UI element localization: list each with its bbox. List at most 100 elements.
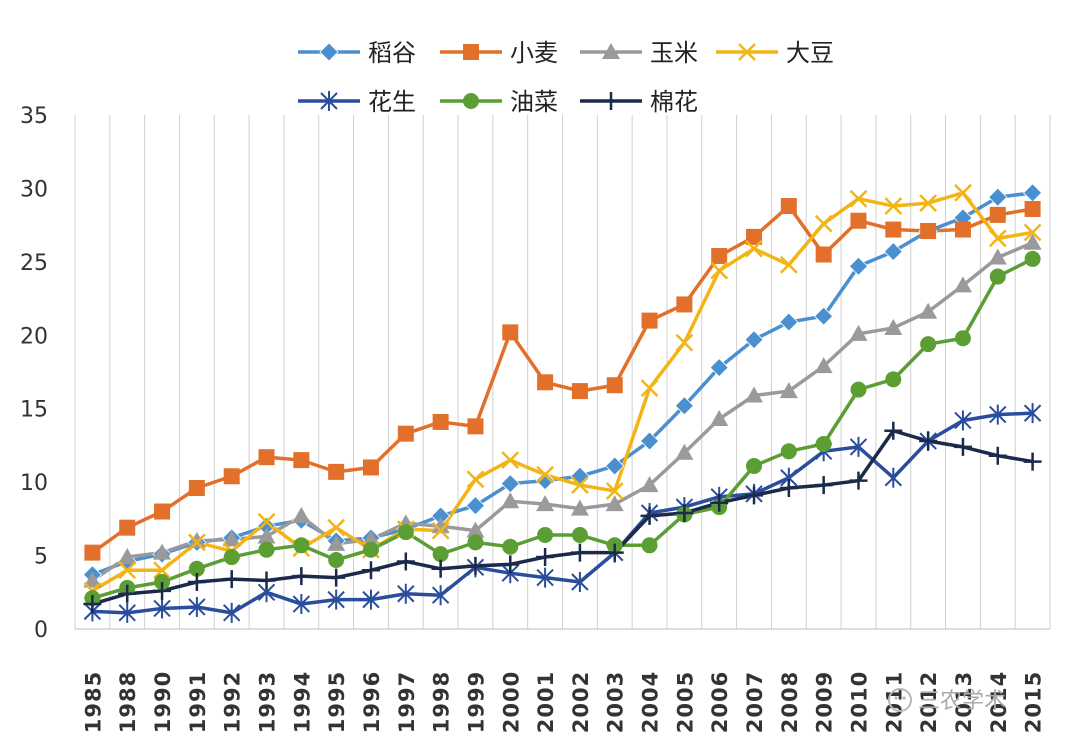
x-tick-label: 1997 <box>395 671 419 733</box>
data-point <box>154 503 171 520</box>
data-point <box>676 296 693 313</box>
data-point <box>187 531 206 548</box>
data-point <box>292 594 311 615</box>
x-tick-label: 1991 <box>186 671 210 733</box>
data-point <box>605 456 625 476</box>
data-point <box>327 589 345 610</box>
series-line-7 <box>91 428 1033 606</box>
x-tick-label: 2003 <box>604 671 628 733</box>
data-point <box>710 493 729 512</box>
data-point <box>674 396 694 416</box>
legend-marker <box>602 92 620 110</box>
data-point <box>988 446 1007 465</box>
y-tick-label: 10 <box>20 471 48 496</box>
data-point <box>396 552 415 571</box>
data-point <box>919 302 938 319</box>
data-point <box>292 567 311 586</box>
data-point <box>745 239 763 258</box>
data-point <box>362 589 380 610</box>
data-point <box>710 261 729 280</box>
data-point <box>118 548 137 565</box>
data-point <box>746 228 763 245</box>
data-point <box>780 198 797 215</box>
y-axis: 0 5 10 15 20 25 30 35 <box>20 104 48 643</box>
legend-label: 大豆 <box>786 39 834 67</box>
data-point <box>884 421 903 440</box>
data-point <box>954 330 971 347</box>
data-point <box>328 551 345 568</box>
y-tick-label: 30 <box>20 177 48 202</box>
data-point <box>397 583 415 604</box>
data-point <box>953 276 972 293</box>
data-point <box>431 559 450 578</box>
data-point <box>467 418 484 435</box>
data-point <box>641 312 658 329</box>
data-point <box>83 595 102 614</box>
data-point <box>954 221 971 238</box>
data-point <box>849 189 868 208</box>
data-point <box>258 541 275 558</box>
data-point <box>779 479 798 498</box>
data-point <box>118 602 136 623</box>
data-point <box>1023 223 1042 242</box>
data-point <box>570 499 589 516</box>
data-point <box>536 567 554 588</box>
x-tick-label: 1996 <box>360 671 384 733</box>
y-tick-label: 5 <box>34 545 48 570</box>
data-point <box>536 465 554 484</box>
data-point <box>397 425 414 442</box>
data-point <box>989 404 1007 425</box>
x-tick-label: 1993 <box>256 671 280 733</box>
x-tick-label: 1999 <box>464 671 488 733</box>
data-point <box>432 546 449 563</box>
data-point <box>849 324 868 341</box>
data-point <box>885 221 902 238</box>
data-point <box>746 457 763 474</box>
x-tick-label: 2006 <box>708 671 732 733</box>
data-point <box>639 431 660 451</box>
data-point <box>501 555 520 574</box>
data-point <box>920 223 937 240</box>
data-point <box>362 459 379 476</box>
x-tick-label: 2013 <box>952 671 976 733</box>
data-point <box>571 527 588 544</box>
data-point <box>849 436 868 457</box>
data-point <box>571 476 589 494</box>
data-point <box>432 413 449 430</box>
data-point <box>327 568 346 587</box>
legend-item: 大豆 <box>716 39 834 67</box>
data-point <box>884 467 903 488</box>
data-point <box>988 229 1007 248</box>
data-point <box>848 256 869 276</box>
legend-label: 棉花 <box>650 88 698 116</box>
series-line-5 <box>92 411 1033 615</box>
data-point <box>257 527 276 544</box>
wechat-icon-eye <box>894 696 898 700</box>
wechat-icon <box>888 688 912 712</box>
data-point <box>466 470 485 489</box>
data-point <box>780 443 797 460</box>
data-point <box>535 471 555 491</box>
legend-item: 油菜 <box>440 88 558 116</box>
legend-label: 小麦 <box>510 39 558 67</box>
data-point <box>327 518 346 537</box>
y-tick-label: 15 <box>20 398 48 423</box>
data-point <box>954 410 972 431</box>
data-point <box>920 336 937 353</box>
x-tick-label: 2007 <box>743 671 767 733</box>
data-point <box>605 495 624 512</box>
legend-item: 花生 <box>298 88 416 116</box>
x-tick-label: 2015 <box>1022 671 1046 733</box>
data-point <box>988 248 1007 265</box>
data-point <box>84 544 101 561</box>
data-point <box>884 318 903 335</box>
data-point <box>222 602 241 623</box>
legend-marker <box>320 91 338 111</box>
data-point <box>571 572 589 593</box>
data-point <box>640 506 659 525</box>
x-axis: 1985 1988 1990 1991 1992 1993 1994 1995 1996 1997… <box>81 671 1045 733</box>
x-tick-label: 1995 <box>325 671 349 733</box>
data-point <box>83 571 102 588</box>
x-tick-label: 2008 <box>778 671 802 733</box>
